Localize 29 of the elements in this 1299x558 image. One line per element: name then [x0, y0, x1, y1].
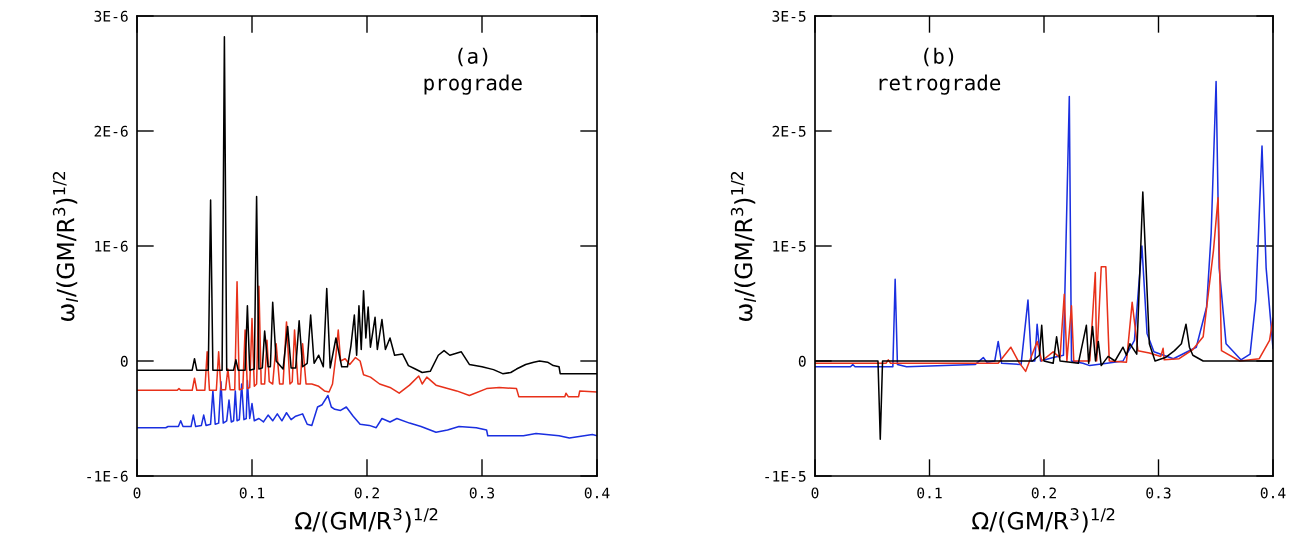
y-tick-label: 0: [798, 355, 806, 367]
x-tick-label: 0.4: [1260, 487, 1286, 499]
x-tick-label: 0.1: [239, 487, 265, 499]
y-tick-label: 3E-6: [94, 10, 128, 22]
x-axis-title: Ω/(GM/R$^{3}$)$^{1/2}$: [972, 508, 1115, 533]
line-series: [137, 379, 597, 439]
x-tick-label: 0.1: [917, 487, 942, 499]
x-tick-label: 0.4: [584, 487, 610, 499]
y-tick-label: 2E-5: [772, 125, 806, 137]
x-tick-label: 0: [133, 487, 141, 499]
y-axis-title: ω$_{I}$/(GM/R$^{3}$)$^{1/2}$: [52, 172, 78, 321]
y-tick-label: 1E-5: [773, 240, 806, 252]
x-tick-label: 0.2: [1031, 487, 1056, 499]
y-tick-label: -1E-5: [765, 470, 806, 482]
annotation: (a) prograde: [424, 47, 522, 95]
y-axis-title: ω$_{I}$/(GM/R$^{3}$)$^{1/2}$: [730, 172, 756, 321]
line-series: [815, 196, 1273, 373]
line-series: [137, 280, 597, 398]
x-tick-label: 0.3: [1146, 487, 1171, 499]
annotation: (b) retrograde: [879, 47, 1001, 95]
y-tick-label: 0: [120, 355, 128, 367]
x-tick-label: 0.2: [354, 487, 379, 499]
x-tick-label: 0: [811, 487, 819, 499]
y-tick-label: 2E-6: [94, 125, 128, 137]
x-tick-label: 0.3: [469, 487, 495, 499]
y-tick-label: -1E-6: [87, 470, 128, 482]
x-axis-title: Ω/(GM/R$^{3}$)$^{1/2}$: [295, 508, 438, 533]
y-tick-label: 1E-6: [95, 240, 128, 252]
y-tick-label: 3E-5: [772, 10, 806, 22]
